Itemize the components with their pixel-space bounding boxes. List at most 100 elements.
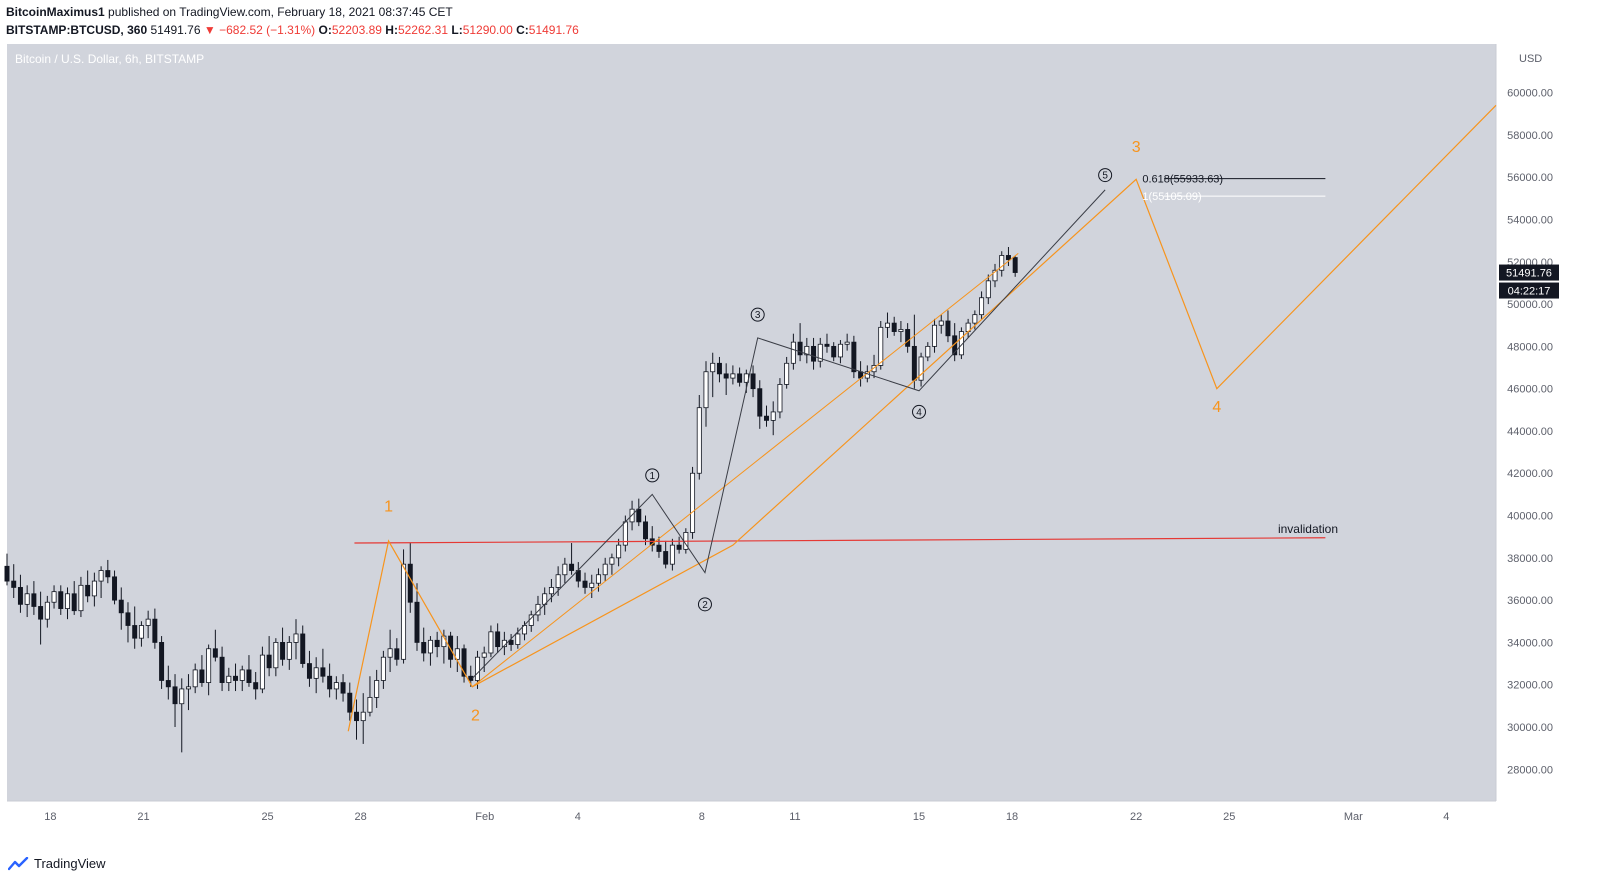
fib-1-label: 1(55105.09) (1142, 191, 1201, 203)
candle-body (515, 633, 521, 645)
invalidation-label: invalidation (1278, 522, 1338, 536)
candle (360, 693, 366, 744)
x-tick-label: 25 (1223, 811, 1235, 823)
candle-body (488, 631, 494, 654)
candle-body (508, 639, 514, 645)
candle-body (548, 587, 554, 595)
candle-body (24, 593, 30, 605)
candle-body (985, 280, 991, 299)
candle-body (804, 345, 810, 356)
candle (770, 401, 776, 436)
candle-body (239, 669, 245, 681)
candle (750, 365, 756, 398)
candle-body (716, 362, 722, 375)
candle (757, 380, 763, 429)
candle (488, 625, 494, 658)
circled-wave-label: 4 (916, 407, 922, 418)
candle (703, 361, 709, 427)
candle-body (159, 642, 165, 681)
candle (347, 682, 353, 721)
candle (817, 337, 823, 368)
candle-body (125, 612, 131, 626)
candle-body (4, 565, 10, 582)
candle-body (327, 675, 333, 690)
candle-body (401, 563, 407, 660)
candle (878, 321, 884, 370)
candle-body (138, 625, 144, 639)
candle-body (723, 373, 729, 379)
y-tick-label: 56000.00 (1507, 172, 1553, 184)
candle-body (616, 544, 622, 559)
candle (454, 636, 460, 673)
open-value: 52203.89 (331, 23, 382, 37)
author-name[interactable]: BitcoinMaximus1 (6, 5, 105, 19)
time-axis[interactable] (7, 801, 1496, 829)
candle (98, 566, 104, 599)
candle-body (851, 341, 857, 373)
x-tick-label: 4 (1443, 811, 1449, 823)
candle (582, 572, 588, 594)
candle (132, 606, 138, 649)
candle (118, 587, 124, 630)
tradingview-footer[interactable]: TradingView (8, 856, 106, 871)
candle (945, 310, 951, 343)
candle-body (595, 574, 601, 584)
candle-body (878, 326, 884, 366)
candle (918, 352, 924, 387)
candle (374, 669, 380, 708)
candle-body (31, 593, 37, 607)
fib-0618-label: 0.618(55933.63) (1142, 174, 1223, 186)
candle-body (118, 599, 124, 614)
x-tick-label: Mar (1344, 811, 1363, 823)
candle (38, 591, 44, 645)
circled-wave-label: 2 (702, 600, 708, 611)
candle-body (360, 711, 366, 722)
candle-body (710, 362, 716, 373)
candle (51, 585, 57, 609)
candle (925, 342, 931, 362)
price-axis[interactable] (1496, 44, 1564, 801)
last-price-label-bg (1499, 264, 1559, 281)
candle (1012, 256, 1018, 277)
candle-body (206, 648, 212, 683)
candle (212, 629, 218, 662)
candle (891, 316, 897, 336)
candle (293, 619, 299, 660)
candle (333, 676, 339, 700)
candle (192, 663, 198, 694)
candle-body (979, 297, 985, 316)
candle (844, 333, 850, 351)
candle (206, 644, 212, 696)
candle (784, 356, 790, 389)
x-tick-label: 15 (913, 811, 925, 823)
candle (589, 574, 595, 599)
circled-wave-marker: 5 (1098, 168, 1113, 183)
candle-body (905, 329, 911, 347)
x-tick-label: 28 (355, 811, 367, 823)
candle-body (65, 593, 70, 609)
candle-body (602, 563, 608, 576)
plot-area[interactable] (7, 44, 1496, 801)
candle-body (394, 648, 400, 660)
candle-body (233, 675, 239, 681)
candle-body (790, 341, 796, 364)
candle-body (777, 384, 783, 413)
y-tick-label: 42000.00 (1507, 468, 1553, 480)
candle (387, 629, 393, 673)
candle (239, 665, 245, 692)
candle-body (461, 648, 467, 677)
y-tick-label: 40000.00 (1507, 511, 1553, 523)
annotations-layer: invalidation 1 2 3 4 1 2 3 4 5 0.618(55933.63) 1(55… (347, 104, 1497, 732)
candle-body (367, 696, 373, 713)
candle-body (871, 365, 877, 373)
x-tick-label: 18 (1006, 811, 1018, 823)
candle-body (246, 669, 252, 683)
candle-body (703, 371, 709, 409)
candle-body (58, 591, 64, 609)
change-value: −682.52 (−1.31%) (219, 23, 316, 37)
candle-body (185, 686, 191, 690)
candle (145, 610, 151, 639)
candle (824, 333, 830, 353)
open-label: O: (318, 23, 332, 37)
